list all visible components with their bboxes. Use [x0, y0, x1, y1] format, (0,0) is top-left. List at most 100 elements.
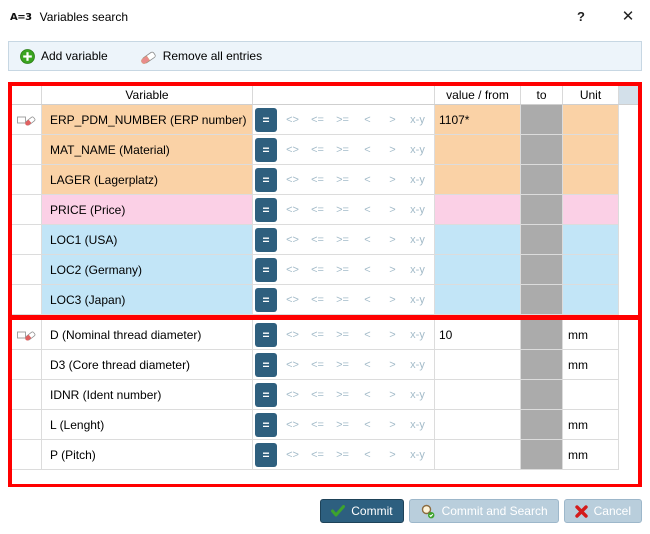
value-from-field[interactable] — [435, 255, 521, 285]
operator-le[interactable]: <= — [311, 418, 324, 431]
operator-eq[interactable]: = — [255, 257, 277, 282]
operator-eq[interactable]: = — [255, 412, 277, 437]
operator-range[interactable]: x-y — [410, 113, 425, 126]
operator-ne[interactable]: <> — [286, 293, 299, 306]
value-from-field[interactable] — [435, 410, 521, 440]
operator-gt[interactable]: > — [389, 388, 396, 401]
add-variable-button[interactable]: Add variable — [16, 47, 112, 66]
value-from-field[interactable]: 1107* — [435, 105, 521, 135]
operator-le[interactable]: <= — [311, 293, 324, 306]
operator-gt[interactable]: > — [389, 263, 396, 276]
operator-gt[interactable]: > — [389, 143, 396, 156]
commit-button[interactable]: Commit — [320, 499, 404, 523]
operator-range[interactable]: x-y — [410, 388, 425, 401]
operator-gt[interactable]: > — [389, 173, 396, 186]
operator-ge[interactable]: >= — [336, 388, 349, 401]
cancel-button[interactable]: Cancel — [563, 499, 642, 523]
operator-lt[interactable]: < — [364, 328, 371, 341]
operator-eq[interactable]: = — [255, 137, 277, 162]
operator-ge[interactable]: >= — [336, 293, 349, 306]
operator-eq[interactable]: = — [255, 167, 277, 192]
value-from-field[interactable] — [435, 285, 521, 315]
operator-lt[interactable]: < — [364, 263, 371, 276]
operator-gt[interactable]: > — [389, 233, 396, 246]
operator-lt[interactable]: < — [364, 143, 371, 156]
operator-range[interactable]: x-y — [410, 448, 425, 461]
operator-le[interactable]: <= — [311, 113, 324, 126]
value-from-field[interactable]: 10 — [435, 320, 521, 350]
operator-eq[interactable]: = — [255, 107, 277, 132]
operator-lt[interactable]: < — [364, 388, 371, 401]
operator-lt[interactable]: < — [364, 293, 371, 306]
operator-ge[interactable]: >= — [336, 263, 349, 276]
operator-le[interactable]: <= — [311, 173, 324, 186]
operator-ne[interactable]: <> — [286, 233, 299, 246]
operator-ne[interactable]: <> — [286, 328, 299, 341]
operator-ge[interactable]: >= — [336, 448, 349, 461]
operator-le[interactable]: <= — [311, 328, 324, 341]
operator-ge[interactable]: >= — [336, 143, 349, 156]
operator-eq[interactable]: = — [255, 382, 277, 407]
operator-le[interactable]: <= — [311, 143, 324, 156]
help-button[interactable]: ? — [577, 8, 585, 24]
value-from-field[interactable] — [435, 225, 521, 255]
commit-and-search-button[interactable]: Commit and Search — [408, 499, 559, 523]
operator-gt[interactable]: > — [389, 203, 396, 216]
operator-ge[interactable]: >= — [336, 418, 349, 431]
operator-ge[interactable]: >= — [336, 173, 349, 186]
operator-ne[interactable]: <> — [286, 358, 299, 371]
operator-range[interactable]: x-y — [410, 293, 425, 306]
value-from-field[interactable] — [435, 165, 521, 195]
operator-le[interactable]: <= — [311, 448, 324, 461]
operator-lt[interactable]: < — [364, 233, 371, 246]
value-from-field[interactable] — [435, 440, 521, 470]
operator-range[interactable]: x-y — [410, 418, 425, 431]
operator-ne[interactable]: <> — [286, 448, 299, 461]
operator-eq[interactable]: = — [255, 352, 277, 377]
operator-range[interactable]: x-y — [410, 173, 425, 186]
value-from-field[interactable] — [435, 380, 521, 410]
operator-le[interactable]: <= — [311, 233, 324, 246]
operator-gt[interactable]: > — [389, 113, 396, 126]
operator-ge[interactable]: >= — [336, 233, 349, 246]
operator-le[interactable]: <= — [311, 263, 324, 276]
operator-lt[interactable]: < — [364, 173, 371, 186]
operator-eq[interactable]: = — [255, 322, 277, 347]
operator-gt[interactable]: > — [389, 293, 396, 306]
operator-le[interactable]: <= — [311, 388, 324, 401]
operator-ne[interactable]: <> — [286, 143, 299, 156]
operator-eq[interactable]: = — [255, 197, 277, 222]
operator-ne[interactable]: <> — [286, 263, 299, 276]
operator-gt[interactable]: > — [389, 358, 396, 371]
operator-ge[interactable]: >= — [336, 113, 349, 126]
operator-range[interactable]: x-y — [410, 143, 425, 156]
operator-le[interactable]: <= — [311, 203, 324, 216]
operator-ne[interactable]: <> — [286, 173, 299, 186]
operator-ne[interactable]: <> — [286, 203, 299, 216]
operator-gt[interactable]: > — [389, 418, 396, 431]
operator-lt[interactable]: < — [364, 358, 371, 371]
operator-gt[interactable]: > — [389, 328, 396, 341]
operator-gt[interactable]: > — [389, 448, 396, 461]
operator-lt[interactable]: < — [364, 448, 371, 461]
value-from-field[interactable] — [435, 135, 521, 165]
operator-range[interactable]: x-y — [410, 203, 425, 216]
operator-eq[interactable]: = — [255, 442, 277, 467]
operator-range[interactable]: x-y — [410, 263, 425, 276]
operator-eq[interactable]: = — [255, 287, 277, 312]
operator-range[interactable]: x-y — [410, 358, 425, 371]
operator-lt[interactable]: < — [364, 203, 371, 216]
operator-eq[interactable]: = — [255, 227, 277, 252]
operator-le[interactable]: <= — [311, 358, 324, 371]
value-from-field[interactable] — [435, 350, 521, 380]
value-from-field[interactable] — [435, 195, 521, 225]
remove-all-entries-button[interactable]: Remove all entries — [136, 47, 266, 66]
operator-lt[interactable]: < — [364, 418, 371, 431]
operator-ne[interactable]: <> — [286, 388, 299, 401]
operator-ne[interactable]: <> — [286, 418, 299, 431]
operator-ge[interactable]: >= — [336, 358, 349, 371]
operator-ne[interactable]: <> — [286, 113, 299, 126]
operator-ge[interactable]: >= — [336, 328, 349, 341]
operator-range[interactable]: x-y — [410, 233, 425, 246]
operator-ge[interactable]: >= — [336, 203, 349, 216]
